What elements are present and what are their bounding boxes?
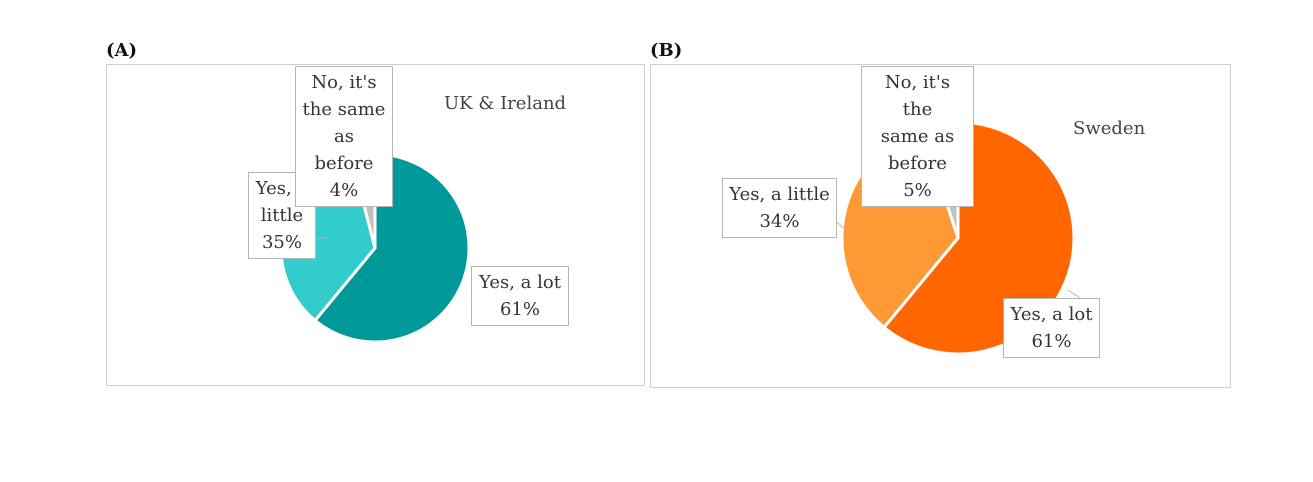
- chart-b-title: Sweden: [1073, 118, 1146, 139]
- callout-value: 61%: [1031, 331, 1072, 352]
- callout-text: little: [260, 205, 304, 226]
- chart-b-frame: [650, 64, 1231, 388]
- callout-text: No, it's: [311, 72, 377, 93]
- callout-value: 5%: [903, 180, 932, 201]
- callout-b-yes-a-little: Yes, a little 34%: [722, 178, 837, 238]
- leader-b-yes-a-little: [836, 221, 849, 233]
- callout-b-same-as-before: No, it's the same as before 5%: [861, 66, 974, 207]
- pie-a-slice-yes-a-lot: [313, 152, 471, 344]
- callout-text: as before: [314, 126, 374, 174]
- pie-b-slice-yes-a-lot: [882, 120, 1076, 356]
- callout-text: No, it's the: [884, 72, 951, 120]
- panel-a-letter: (A): [106, 40, 137, 61]
- callout-value: 34%: [759, 211, 800, 232]
- leader-b-yes-a-lot: [1067, 289, 1081, 299]
- callout-value: 61%: [499, 299, 540, 320]
- panel-b-letter: (B): [650, 40, 683, 61]
- callout-text: Yes, a lot: [1010, 304, 1093, 325]
- callout-value: 4%: [329, 180, 359, 201]
- callout-text: same as: [880, 126, 955, 147]
- callout-b-yes-a-lot: Yes, a lot 61%: [1003, 298, 1100, 358]
- callout-a-yes-a-lot: Yes, a lot 61%: [471, 266, 569, 326]
- callout-a-same-as-before: No, it's the same as before 4%: [295, 66, 393, 207]
- callout-value: 35%: [261, 232, 302, 253]
- callout-text: Yes, a lot: [479, 272, 561, 293]
- callout-text: Yes, a little: [729, 184, 830, 205]
- chart-a-frame: [106, 64, 645, 386]
- chart-a-title: UK & Ireland: [444, 93, 567, 114]
- callout-text: the same: [302, 99, 386, 120]
- callout-text: before: [888, 153, 947, 174]
